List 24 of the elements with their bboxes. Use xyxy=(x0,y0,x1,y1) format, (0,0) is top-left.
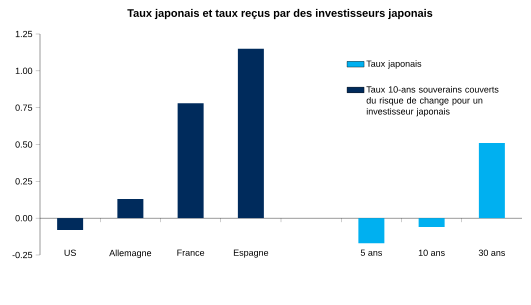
bar xyxy=(478,143,505,218)
x-tick-label: US xyxy=(64,250,76,256)
bar xyxy=(117,199,144,218)
chart-title: Taux japonais et taux reçus par des investisseurs japonais xyxy=(127,8,432,20)
x-tick-label: 30 ans xyxy=(478,250,505,256)
bar xyxy=(418,218,445,228)
legend-label: Taux japonais xyxy=(366,60,422,69)
y-tick-label: -0.25 xyxy=(12,252,32,258)
bar xyxy=(238,48,264,218)
x-tick-label: France xyxy=(177,250,204,256)
x-tick-label: Allemagne xyxy=(109,250,152,258)
y-tick-label: 0.50 xyxy=(15,141,32,148)
bar xyxy=(178,103,204,218)
y-tick-label: 1.00 xyxy=(16,68,32,74)
y-tick-label: 0.25 xyxy=(15,178,32,185)
bar xyxy=(358,218,384,244)
y-tick-label: 0.75 xyxy=(15,104,32,111)
y-tick-label: 0.00 xyxy=(15,214,32,222)
x-tick-label: 5 ans xyxy=(360,250,382,256)
bar xyxy=(57,218,84,230)
x-tick-label: 10 ans xyxy=(418,250,445,256)
legend-label: Taux 10-ans souverains couverts du risque de change pour un investisseur japonais xyxy=(366,86,498,116)
y-tick-label: 1.25 xyxy=(16,30,32,38)
x-tick-label: Espagne xyxy=(234,250,268,258)
